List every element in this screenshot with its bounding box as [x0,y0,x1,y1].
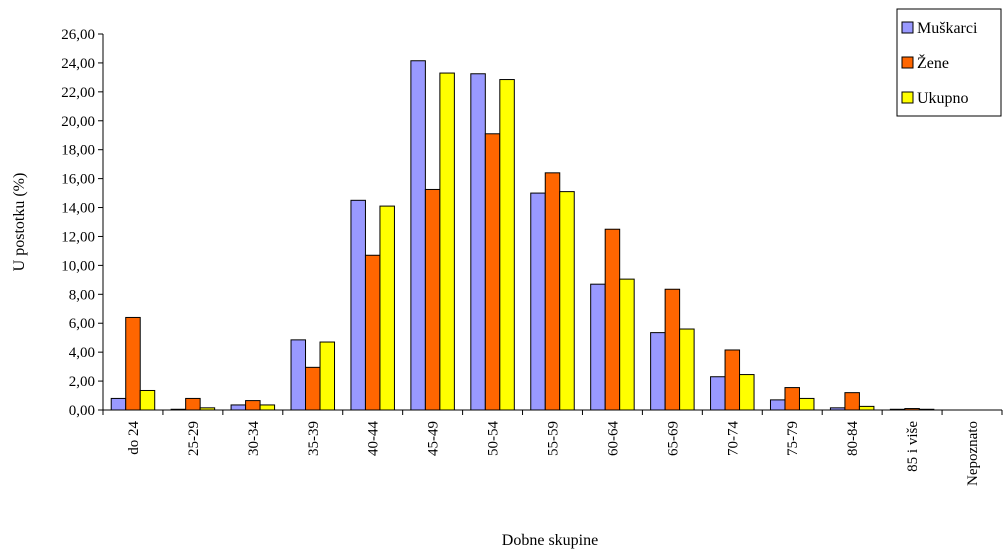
y-axis-title: U postotku (%) [11,173,28,272]
bar [784,387,800,411]
x-tick-label: 80-84 [845,421,861,456]
legend-item-ukupno: Ukupno [901,90,969,107]
x-tick-label: 50-54 [486,421,502,456]
legend-item-muskarci: Muškarci [901,20,978,37]
x-tick-label: 30-34 [246,421,262,456]
y-tick-label: 4,00 [69,345,95,361]
y-tick-label: 2,00 [69,374,95,390]
legend-item-zene: Žene [901,53,949,72]
bar [139,389,156,411]
legend-swatch [901,21,914,34]
y-tick-label: 0,00 [69,403,95,419]
x-tick-label: 65-69 [665,421,681,456]
x-tick-label: 25-29 [186,421,202,456]
bar [230,404,247,411]
legend-swatch [901,56,914,69]
y-tick-label: 8,00 [69,287,95,303]
y-tick-label: 10,00 [61,258,95,274]
x-tick-label: 70-74 [725,421,741,456]
bar [769,399,786,411]
legend-box [896,8,1002,117]
bar [350,199,366,411]
bar [858,405,875,411]
bar [544,172,561,411]
bar [650,332,666,411]
bar [604,228,621,411]
bar [364,254,381,411]
y-tick-label: 14,00 [61,201,95,217]
bar [305,366,321,411]
bar [844,392,860,411]
x-tick-label: 55-59 [546,421,562,456]
bar [185,397,201,411]
x-tick-label: 45-49 [426,421,442,456]
x-tick-label: 85 i više [905,421,921,472]
bar [499,79,515,411]
bar [679,328,695,411]
x-tick-label: Nepoznato [965,421,981,486]
legend-label: Ukupno [917,90,969,107]
x-tick-label: 75-79 [785,421,801,456]
y-tick-label: 12,00 [61,229,95,245]
y-tick-label: 16,00 [61,172,95,188]
bar [259,404,276,411]
bar [710,376,726,411]
legend-swatch [901,91,914,104]
legend: Muškarci Žene Ukupno [896,8,1002,117]
y-tick-label: 26,00 [61,27,95,43]
bar [424,188,441,411]
bar [110,397,127,411]
bar [484,133,501,411]
y-tick-label: 20,00 [61,114,95,130]
x-tick-label: do 24 [126,421,142,455]
y-tick-label: 6,00 [69,316,95,332]
bar [290,339,307,411]
bar [619,278,635,411]
legend-label: Žene [917,53,949,72]
bar [724,349,741,411]
y-tick-labels: 0,00 2,00 4,00 6,00 8,00 10,00 12,00 14,00 16,00… [61,27,95,419]
y-tick-label: 22,00 [61,85,95,101]
x-tick-label: 40-44 [366,421,382,456]
bar [319,341,336,411]
bar [125,316,141,411]
y-tick-label: 24,00 [61,56,95,72]
bar [410,60,426,411]
bar [439,72,455,411]
bar [739,374,755,411]
bar [470,73,486,411]
x-axis-title: Dobne skupine [502,532,598,549]
axes-layer [98,33,1003,415]
bar [379,205,395,411]
bar [798,397,815,411]
bar [590,283,606,411]
y-tick-label: 18,00 [61,143,95,159]
bar [559,191,575,411]
legend-label: Muškarci [917,20,978,37]
x-tick-label: 35-39 [306,421,322,456]
x-tick-label: 60-64 [605,421,621,456]
bar [530,192,546,411]
bar [664,288,681,411]
x-tick-labels: do 24 25-29 30-34 35-39 40-44 45-49 50-54 55-59… [126,421,981,486]
bar [245,400,261,411]
bars-layer [110,60,935,411]
